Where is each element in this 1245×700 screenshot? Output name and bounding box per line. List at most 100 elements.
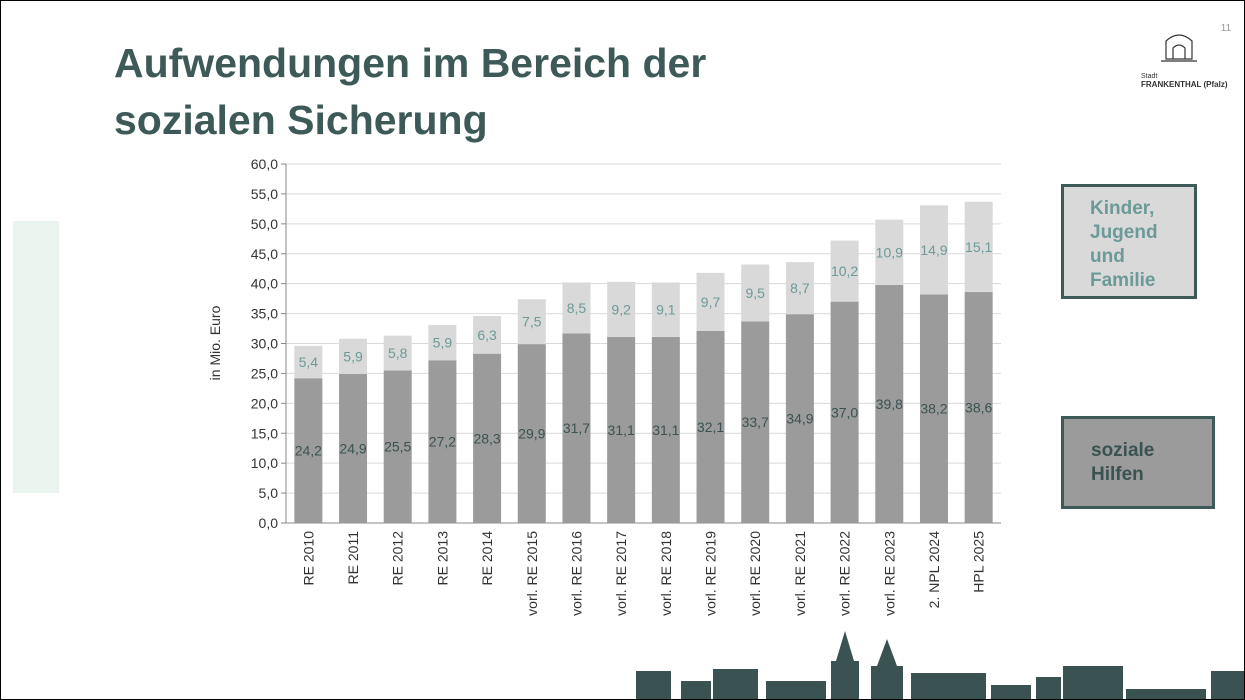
logo-text: Stadt xyxy=(1141,73,1157,80)
legend-item: soziale Hilfen xyxy=(1061,416,1215,509)
bar-segment xyxy=(339,374,368,523)
data-label: 5,8 xyxy=(388,345,408,361)
skyline xyxy=(636,631,1244,699)
page-number: 11 xyxy=(1221,23,1232,34)
data-label: 31,1 xyxy=(652,422,679,438)
x-tick-label: vorl. RE 2022 xyxy=(837,531,853,616)
x-tick-label: RE 2012 xyxy=(390,531,406,586)
y-tick-label: 55,0 xyxy=(251,186,278,202)
data-label: 31,1 xyxy=(608,422,635,438)
side-decoration xyxy=(13,221,59,493)
data-label: 29,9 xyxy=(518,426,545,442)
data-label: 25,5 xyxy=(384,439,411,455)
bar-segment xyxy=(785,262,814,315)
x-tick-label: vorl. RE 2021 xyxy=(792,531,808,616)
slide-title: Aufwendungen im Bereich der sozialen Sic… xyxy=(114,40,707,143)
bar-segment xyxy=(383,335,412,371)
x-tick-label: RE 2010 xyxy=(300,531,316,586)
bar-segment xyxy=(830,301,859,523)
bar-segment xyxy=(473,353,502,523)
bar-segment xyxy=(339,338,368,375)
y-tick-label: 30,0 xyxy=(251,336,278,352)
x-tick-label: vorl. RE 2018 xyxy=(658,531,674,616)
data-label: 24,9 xyxy=(339,441,366,457)
bar-segment xyxy=(741,321,770,523)
y-tick-label: 10,0 xyxy=(251,455,278,471)
bar-segment xyxy=(562,333,591,523)
bar-segment xyxy=(562,282,591,334)
x-tick-label: RE 2013 xyxy=(434,531,450,586)
data-label: 31,7 xyxy=(563,420,590,436)
y-tick-label: 0,0 xyxy=(259,515,279,531)
x-tick-label: RE 2011 xyxy=(345,531,361,585)
y-axis-label: in Mio. Euro xyxy=(207,305,223,380)
data-label: 5,4 xyxy=(299,354,319,370)
bar-segment xyxy=(294,345,323,379)
x-tick-label: vorl. RE 2023 xyxy=(881,531,897,616)
bar-segment xyxy=(651,336,680,523)
data-label: 39,8 xyxy=(876,396,903,412)
logo-text: FRANKENTHAL (Pfalz) xyxy=(1141,80,1228,89)
bar-segment xyxy=(473,315,502,354)
bar-segment xyxy=(919,294,948,523)
bar-segment xyxy=(964,201,993,293)
x-tick-label: RE 2014 xyxy=(479,531,495,586)
data-label: 8,7 xyxy=(790,280,810,296)
bar-segment xyxy=(919,205,948,295)
data-label: 15,1 xyxy=(965,239,992,255)
data-label: 33,7 xyxy=(742,414,769,430)
bar-segment xyxy=(607,281,636,337)
bar-segment xyxy=(785,314,814,523)
legend-item: Kinder, Jugend und Familie xyxy=(1061,184,1197,299)
y-tick-label: 50,0 xyxy=(251,216,278,232)
y-tick-label: 5,0 xyxy=(259,485,279,501)
bar-segment xyxy=(964,292,993,523)
y-tick-label: 20,0 xyxy=(251,395,278,411)
data-label: 6,3 xyxy=(477,327,497,343)
data-label: 9,5 xyxy=(745,285,765,301)
bar-segment xyxy=(607,336,636,523)
x-tick-label: vorl. RE 2017 xyxy=(613,531,629,616)
x-tick-label: 2. NPL 2024 xyxy=(926,531,942,609)
data-label: 9,2 xyxy=(611,301,631,317)
bar-segment xyxy=(875,219,904,285)
x-tick-label: HPL 2025 xyxy=(971,531,987,593)
x-tick-label: vorl. RE 2019 xyxy=(703,531,719,616)
data-label: 8,5 xyxy=(567,300,587,316)
data-label: 27,2 xyxy=(429,434,456,450)
legend-label: soziale Hilfen xyxy=(1091,440,1155,485)
data-label: 38,6 xyxy=(965,400,992,416)
x-tick-label: vorl. RE 2016 xyxy=(568,531,584,616)
bar-segment xyxy=(696,272,725,331)
y-tick-label: 40,0 xyxy=(251,276,278,292)
data-label: 24,2 xyxy=(295,443,322,459)
bar-segment xyxy=(517,344,546,523)
data-label: 32,1 xyxy=(697,419,724,435)
bar-segment xyxy=(428,360,457,523)
bar-segment xyxy=(830,240,859,302)
data-label: 5,9 xyxy=(343,348,363,364)
data-label: 5,9 xyxy=(433,335,453,351)
bar-segment xyxy=(651,282,680,337)
y-tick-label: 35,0 xyxy=(251,306,278,322)
data-label: 14,9 xyxy=(920,242,947,258)
logo xyxy=(1161,34,1197,62)
y-tick-label: 15,0 xyxy=(251,425,278,441)
data-label: 10,2 xyxy=(831,263,858,279)
y-tick-label: 45,0 xyxy=(251,246,278,262)
legend-label: Kinder, Jugend und Familie xyxy=(1090,198,1158,291)
data-label: 10,9 xyxy=(876,244,903,260)
bar-segment xyxy=(294,378,323,523)
data-label: 7,5 xyxy=(522,314,542,330)
x-tick-label: vorl. RE 2015 xyxy=(524,531,540,616)
data-label: 9,1 xyxy=(656,302,676,318)
data-label: 37,0 xyxy=(831,404,858,420)
y-tick-label: 60,0 xyxy=(251,156,278,172)
data-label: 34,9 xyxy=(786,411,813,427)
y-tick-label: 25,0 xyxy=(251,365,278,381)
data-label: 28,3 xyxy=(473,430,500,446)
bar-segment xyxy=(741,264,770,322)
data-label: 9,7 xyxy=(701,294,721,310)
